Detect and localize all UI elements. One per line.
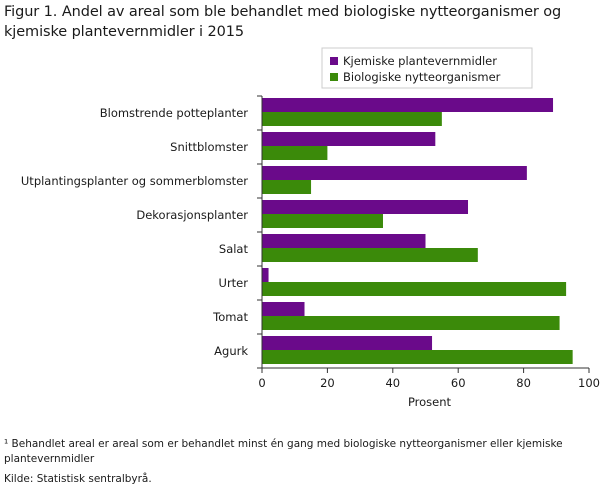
category-labels: Blomstrende potteplanter Snittblomster Utp…	[21, 95, 262, 369]
bar-1-5	[262, 282, 567, 296]
bar-1-0	[262, 112, 442, 126]
chart-footnote: ¹ Behandlet areal er areal som er behand…	[4, 438, 563, 465]
bar-0-3	[262, 200, 469, 214]
chart-title: Figur 1. Andel av areal som ble behandle…	[4, 4, 562, 40]
chart-bars	[262, 98, 573, 364]
x-tick-label-5: 100	[578, 376, 600, 390]
bar-0-2	[262, 166, 527, 180]
category-label-1: Snittblomster	[170, 140, 248, 154]
bar-0-4	[262, 234, 426, 248]
x-tick-label-2: 40	[385, 376, 400, 390]
bar-1-3	[262, 214, 383, 228]
bar-0-5	[262, 268, 269, 282]
bar-1-2	[262, 180, 312, 194]
bar-0-7	[262, 336, 433, 350]
legend-label-1: Biologiske nytteorganismer	[343, 70, 501, 84]
x-tick-label-0: 0	[258, 376, 265, 390]
legend-box	[321, 47, 533, 89]
x-axis: 0 20 40 60 80 100 Prosent	[258, 96, 600, 409]
x-tick-label-3: 60	[451, 376, 466, 390]
x-axis-label: Prosent	[408, 395, 452, 409]
x-tick-label-1: 20	[320, 376, 335, 390]
category-label-3: Dekorasjonsplanter	[136, 208, 248, 222]
bar-0-0	[262, 98, 554, 112]
category-label-4: Salat	[219, 242, 249, 256]
bar-1-7	[262, 350, 573, 364]
legend-swatch-0	[330, 57, 338, 65]
category-label-0: Blomstrende potteplanter	[100, 106, 249, 120]
legend-label-0: Kjemiske plantevernmidler	[343, 54, 497, 68]
category-label-5: Urter	[219, 276, 249, 290]
category-label-6: Tomat	[212, 310, 248, 324]
chart-source: Kilde: Statistisk sentralbyrå.	[4, 473, 152, 485]
category-label-7: Agurk	[214, 344, 248, 358]
bar-1-4	[262, 248, 478, 262]
category-label-2: Utplantingsplanter og sommerblomster	[21, 174, 248, 188]
chart-legend: Kjemiske plantevernmidler Biologiske nytt…	[321, 47, 533, 89]
legend-swatch-1	[330, 73, 338, 81]
bar-0-1	[262, 132, 436, 146]
bar-chart: Kjemiske plantevernmidler Biologiske nytt…	[21, 47, 600, 409]
bar-1-1	[262, 146, 328, 160]
bar-1-6	[262, 316, 560, 330]
bar-0-6	[262, 302, 305, 316]
x-tick-label-4: 80	[516, 376, 531, 390]
